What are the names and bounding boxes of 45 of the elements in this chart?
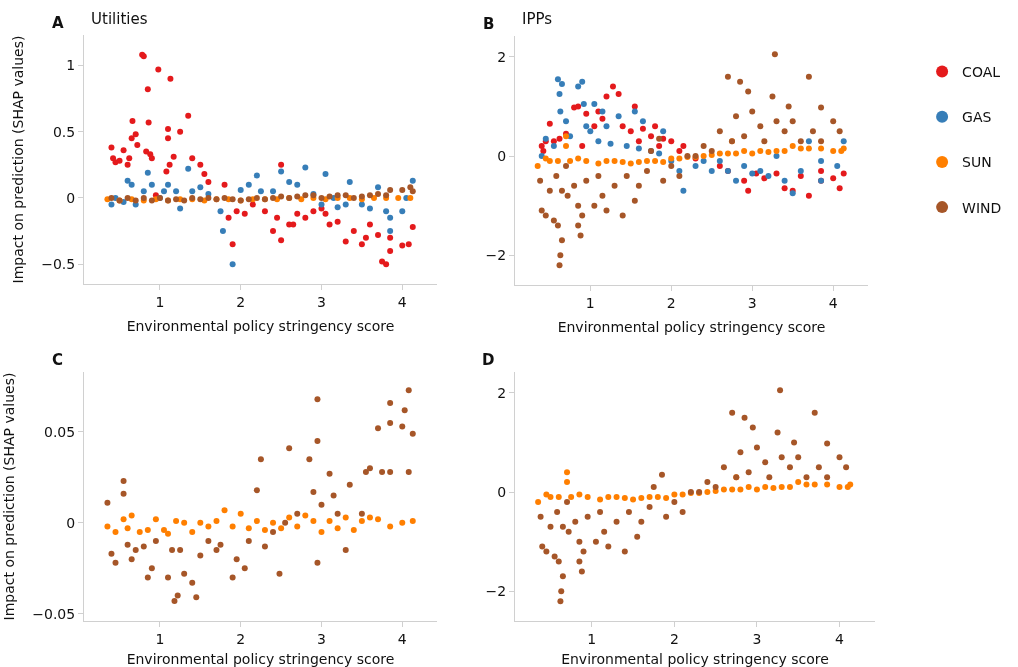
- chart-title: Utilities: [91, 10, 148, 29]
- x-tick-label: 3: [317, 293, 326, 310]
- x-axis-title: Environmental policy stringency score: [126, 318, 395, 335]
- y-tick-label: 0.5: [52, 123, 76, 140]
- x-tick-label: 4: [828, 294, 838, 311]
- legend-label: WIND: [962, 199, 1002, 216]
- y-axis-title: Impact on prediction (SHAP values): [9, 35, 26, 284]
- x-axis-title: Environmental policy stringency score: [126, 651, 395, 667]
- y-tick-label: 0: [66, 514, 76, 531]
- legend-label: COAL: [962, 63, 1001, 80]
- y-tick-label: −0.5: [41, 256, 76, 273]
- text: B: [483, 15, 495, 33]
- legend-label: SUN: [962, 154, 992, 171]
- y-tick-label: 2: [497, 48, 507, 65]
- y-tick-label: 2: [497, 384, 507, 401]
- y-tick-label: 0: [66, 189, 76, 206]
- x-tick-label: 2: [236, 293, 246, 310]
- x-tick-label: 1: [587, 630, 597, 647]
- y-tick-label: 0.05: [44, 423, 76, 440]
- legend-label: GAS: [962, 109, 992, 126]
- x-tick-label: 4: [397, 293, 407, 310]
- x-tick-label: 1: [155, 630, 165, 647]
- text: A: [52, 14, 64, 32]
- text: D: [482, 351, 495, 369]
- x-tick-label: 2: [236, 630, 246, 647]
- x-tick-label: 1: [585, 294, 595, 311]
- x-tick-label: 4: [397, 630, 407, 647]
- x-tick-label: 1: [155, 293, 165, 310]
- x-axis-title: Environmental policy stringency score: [561, 651, 829, 667]
- text: C: [52, 351, 64, 369]
- y-tick-label: −2: [485, 583, 507, 600]
- x-axis-title: Environmental policy stringency score: [557, 319, 826, 335]
- chart-title: IPPs: [522, 10, 553, 29]
- x-tick-label: 3: [752, 630, 762, 647]
- x-tick-label: 3: [317, 630, 326, 647]
- x-tick-label: 2: [669, 630, 679, 647]
- y-tick-label: −0.05: [32, 605, 76, 622]
- y-tick-label: 1: [66, 57, 76, 74]
- x-tick-label: 4: [835, 630, 845, 647]
- y-tick-label: 0: [497, 147, 507, 164]
- x-tick-label: 2: [666, 294, 676, 311]
- x-tick-label: 3: [747, 294, 757, 311]
- y-axis-title: Impact on prediction (SHAP values): [0, 372, 17, 621]
- y-tick-label: 0: [497, 483, 507, 500]
- y-tick-label: −2: [485, 247, 507, 264]
